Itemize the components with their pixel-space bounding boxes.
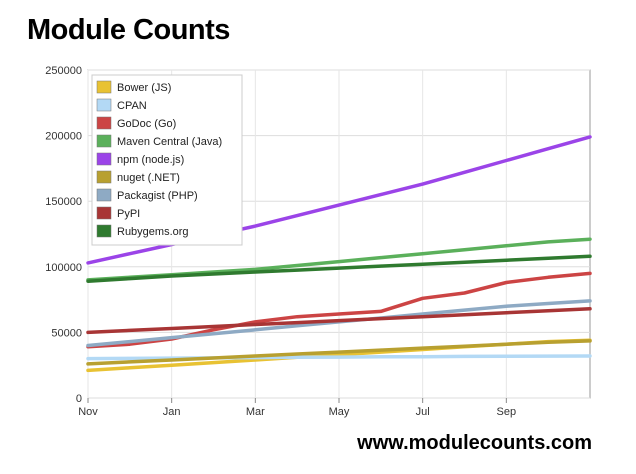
x-axis: Nov Jan Mar May Jul Sep [78, 406, 516, 418]
y-axis: 0 50000 100000 150000 200000 250000 [45, 65, 82, 405]
x-tick-label: Jul [416, 406, 430, 418]
y-tick-label: 0 [76, 393, 82, 405]
legend-swatch [96, 170, 112, 184]
legend-label: GoDoc (Go) [117, 118, 176, 130]
series-line-1 [86, 354, 592, 361]
series-line-8 [86, 254, 592, 283]
legend-label: Bower (JS) [117, 82, 171, 94]
legend-swatch [96, 116, 112, 130]
legend-label: npm (node.js) [117, 154, 184, 166]
x-tick-label: Nov [78, 406, 98, 418]
legend-box [91, 74, 243, 246]
legend-label: CPAN [117, 100, 147, 112]
x-tick-label: Jan [163, 406, 181, 418]
x-tick-label: Sep [497, 406, 517, 418]
legend-label: Packagist (PHP) [117, 190, 198, 202]
legend: Bower (JS) CPAN GoDoc (Go) Maven Central (J… [91, 74, 243, 246]
legend-label: Rubygems.org [117, 226, 189, 238]
legend-label: Maven Central (Java) [117, 136, 222, 148]
y-tick-label: 150000 [45, 196, 82, 208]
x-tick-label: Mar [246, 406, 265, 418]
legend-swatch [96, 134, 112, 148]
legend-swatch [96, 152, 112, 166]
legend-swatch [96, 188, 112, 202]
legend-swatch [96, 224, 112, 238]
y-tick-label: 100000 [45, 262, 82, 274]
legend-swatch [96, 206, 112, 220]
y-tick-label: 250000 [45, 65, 82, 77]
site-url[interactable]: www.modulecounts.com [357, 432, 592, 454]
legend-swatch [96, 80, 112, 94]
chart-title: Module Counts [27, 14, 230, 46]
legend-label: PyPI [117, 208, 140, 220]
series-line-7 [86, 307, 592, 335]
legend-label: nuget (.NET) [117, 172, 180, 184]
x-tick-label: May [329, 406, 350, 418]
y-tick-label: 50000 [51, 327, 82, 339]
series-line-5 [86, 339, 592, 366]
y-tick-label: 200000 [45, 131, 82, 143]
legend-swatch [96, 98, 112, 112]
